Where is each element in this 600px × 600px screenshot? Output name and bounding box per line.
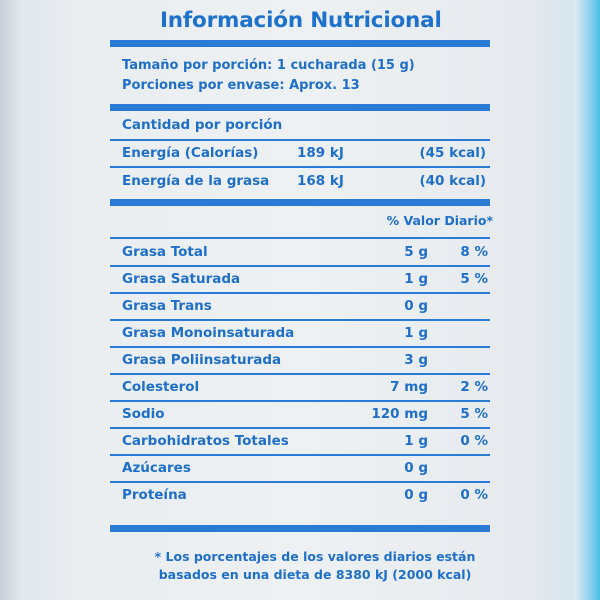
amount-per-serving: Cantidad por porción [122,117,283,133]
nutrient-name: Carbohidratos Totales [122,433,289,449]
right-edge-blue [574,0,600,600]
nutrient-row: Grasa Total 5 g 8 % [122,241,488,263]
dv-header-rule [110,237,490,239]
nutrient-daily-value: 0 % [460,433,488,449]
row-divider [110,373,490,375]
nutrient-row: Sodio 120 mg 5 % [122,403,488,425]
row-divider [110,481,490,483]
nutrient-row: Proteína 0 g 0 % [122,484,488,506]
energy-fat-kcal: (40 kcal) [419,173,486,189]
amount-rule [110,139,490,141]
row-divider [110,292,490,294]
row-divider [110,400,490,402]
nutrient-amount: 0 g [404,487,428,503]
bottom-rule [110,525,490,532]
nutrient-name: Sodio [122,406,165,422]
nutrient-row: Carbohidratos Totales 1 g 0 % [122,430,488,452]
nutrient-amount: 5 g [404,244,428,260]
nutrient-name: Proteína [122,487,187,503]
nutrient-amount: 1 g [404,433,428,449]
nutrient-row: Colesterol 7 mg 2 % [122,376,488,398]
serving-rule [110,104,490,111]
nutrient-name: Grasa Monoinsaturada [122,325,295,341]
energy-kj: 189 kJ [297,145,344,161]
nutrient-amount: 1 g [404,325,428,341]
nutrient-row: Grasa Monoinsaturada 1 g [122,322,488,344]
footnote: * Los porcentajes de los valores diarios… [140,548,490,584]
energy-fat-row: Energía de la grasa 168 kJ (40 kcal) [122,170,488,192]
energy-fat-kj: 168 kJ [297,173,344,189]
nutrient-amount: 120 mg [371,406,428,422]
nutrient-name: Grasa Poliinsaturada [122,352,282,368]
energy-kcal: (45 kcal) [419,145,486,161]
nutrient-name: Azúcares [122,460,191,476]
serving-info: Tamaño por porción: 1 cucharada (15 g) P… [122,56,415,96]
energy-row: Energía (Calorías) 189 kJ (45 kcal) [122,142,488,164]
row-divider [110,319,490,321]
nutrient-amount: 1 g [404,271,428,287]
energy-section-rule [110,199,490,206]
footnote-line-1: * Los porcentajes de los valores diarios… [154,549,476,564]
daily-value-header: % Valor Diario* [386,213,493,228]
title-rule [110,40,490,47]
nutrition-label: Información Nutricional Tamaño por porci… [110,0,495,600]
row-divider [110,346,490,348]
label-title: Información Nutricional [160,8,442,33]
nutrient-name: Grasa Trans [122,298,212,314]
nutrient-row: Grasa Saturada 1 g 5 % [122,268,488,290]
nutrient-daily-value: 5 % [460,406,488,422]
nutrient-amount: 7 mg [390,379,428,395]
energy-rule [110,166,490,168]
energy-name: Energía (Calorías) [122,145,259,161]
left-edge-shadow [0,0,22,600]
nutrient-amount: 0 g [404,298,428,314]
nutrient-name: Grasa Total [122,244,208,260]
row-divider [110,454,490,456]
servings-per-container: Porciones por envase: Aprox. 13 [122,78,360,93]
nutrient-name: Grasa Saturada [122,271,241,287]
nutrient-daily-value: 2 % [460,379,488,395]
nutrient-amount: 3 g [404,352,428,368]
nutrient-row: Grasa Poliinsaturada 3 g [122,349,488,371]
footnote-line-2: basados en una dieta de 8380 kJ (2000 kc… [158,567,472,582]
row-divider [110,427,490,429]
nutrient-daily-value: 5 % [460,271,488,287]
nutrient-daily-value: 8 % [460,244,488,260]
energy-fat-name: Energía de la grasa [122,173,270,189]
serving-size: Tamaño por porción: 1 cucharada (15 g) [122,58,415,73]
row-divider [110,265,490,267]
nutrient-row: Azúcares 0 g [122,457,488,479]
nutrient-row: Grasa Trans 0 g [122,295,488,317]
nutrient-amount: 0 g [404,460,428,476]
nutrient-name: Colesterol [122,379,200,395]
nutrient-daily-value: 0 % [460,487,488,503]
